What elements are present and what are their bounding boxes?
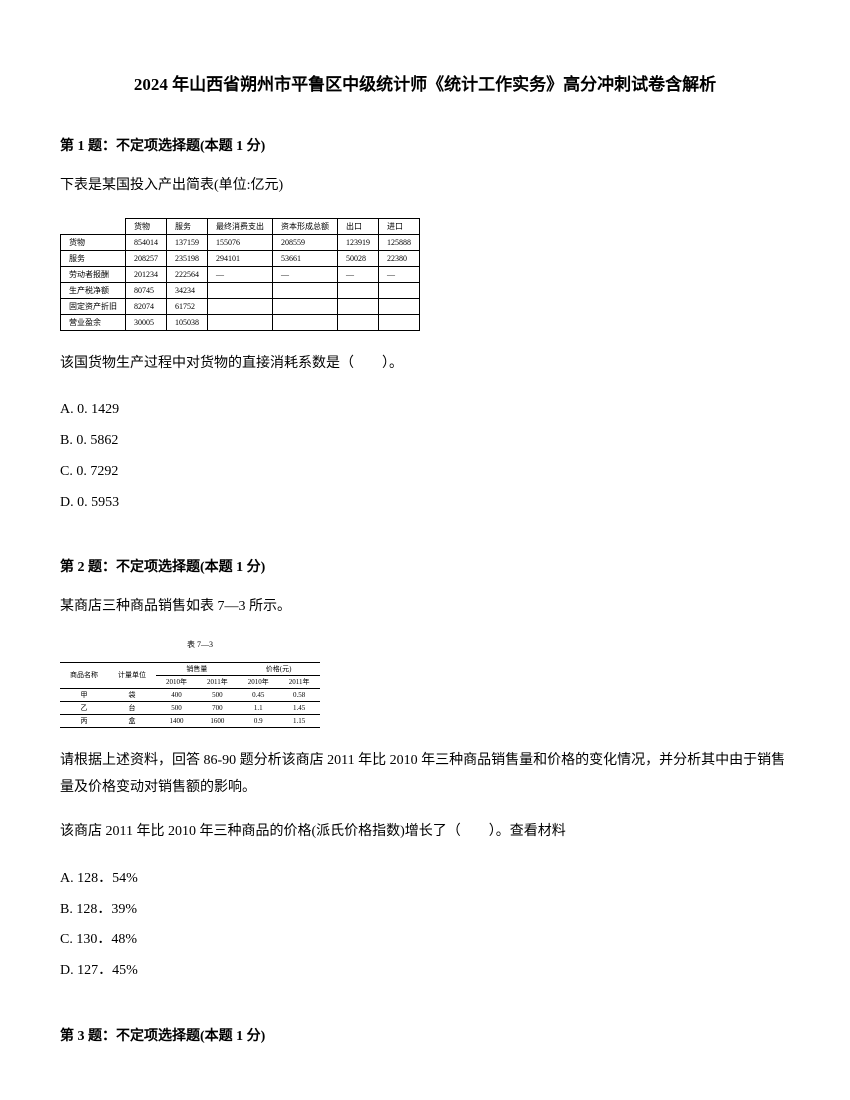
q1-intro: 下表是某国投入产出简表(单位:亿元) — [60, 173, 790, 200]
table-cell — [379, 314, 420, 330]
table-header: 资本形成总额 — [273, 218, 338, 234]
q2-intro: 某商店三种商品销售如表 7—3 所示。 — [60, 594, 790, 621]
table-cell: 0.58 — [279, 688, 320, 701]
q1-option-b: B. 0. 5862 — [60, 426, 790, 457]
q2-table-caption: 表 7—3 — [60, 639, 340, 650]
table-cell: — — [208, 266, 273, 282]
q2-option-d: D. 127．45% — [60, 956, 790, 987]
table-cell: 1.15 — [279, 714, 320, 727]
table-cell: 1400 — [156, 714, 197, 727]
table-cell: 854014 — [126, 234, 167, 250]
table-header: 商品名称 — [60, 662, 108, 688]
q2-question1: 请根据上述资料，回答 86-90 题分析该商店 2011 年比 2010 年三种… — [60, 748, 790, 801]
table-header: 计量单位 — [108, 662, 156, 688]
q2-header: 第 2 题：不定项选择题(本题 1 分) — [60, 556, 790, 576]
table-cell: 丙 — [60, 714, 108, 727]
table-cell: 82074 — [126, 298, 167, 314]
table-cell: 137159 — [167, 234, 208, 250]
table-cell — [208, 298, 273, 314]
table-cell: 30005 — [126, 314, 167, 330]
table-cell: 袋 — [108, 688, 156, 701]
table-cell: 61752 — [167, 298, 208, 314]
table-cell: 500 — [156, 701, 197, 714]
table-cell — [379, 282, 420, 298]
table-cell: 500 — [197, 688, 238, 701]
table-header: 2011年 — [279, 675, 320, 688]
document-title: 2024 年山西省朔州市平鲁区中级统计师《统计工作实务》高分冲刺试卷含解析 — [60, 70, 790, 95]
table-cell: 125888 — [379, 234, 420, 250]
q2-table: 商品名称 计量单位 销售量 价格(元) 2010年 2011年 2010年 20… — [60, 662, 320, 728]
table-cell — [273, 314, 338, 330]
table-header: 销售量 — [156, 662, 238, 675]
table-header: 出口 — [338, 218, 379, 234]
q2-option-b: B. 128．39% — [60, 895, 790, 926]
table-cell: 1.1 — [238, 701, 279, 714]
table-header — [61, 218, 126, 234]
q2-option-a: A. 128．54% — [60, 864, 790, 895]
table-cell: 固定资产折旧 — [61, 298, 126, 314]
table-cell: 50028 — [338, 250, 379, 266]
table-cell — [208, 314, 273, 330]
q3-header: 第 3 题：不定项选择题(本题 1 分) — [60, 1025, 790, 1045]
table-header: 货物 — [126, 218, 167, 234]
table-cell: 营业盈余 — [61, 314, 126, 330]
table-cell: 155076 — [208, 234, 273, 250]
q2-question2: 该商店 2011 年比 2010 年三种商品的价格(派氏价格指数)增长了（ ）。… — [60, 819, 790, 846]
table-cell: 甲 — [60, 688, 108, 701]
table-header: 2011年 — [197, 675, 238, 688]
table-cell: 生产税净额 — [61, 282, 126, 298]
table-cell: 1600 — [197, 714, 238, 727]
table-cell — [338, 298, 379, 314]
table-cell: 222564 — [167, 266, 208, 282]
table-cell: 235198 — [167, 250, 208, 266]
table-cell: 服务 — [61, 250, 126, 266]
table-cell: 22380 — [379, 250, 420, 266]
table-header: 2010年 — [238, 675, 279, 688]
table-cell — [338, 314, 379, 330]
table-header: 进口 — [379, 218, 420, 234]
table-cell — [273, 298, 338, 314]
table-cell: — — [379, 266, 420, 282]
table-cell — [379, 298, 420, 314]
table-cell: 208257 — [126, 250, 167, 266]
q1-table: 货物 服务 最终消费支出 资本形成总额 出口 进口 货物 854014 1371… — [60, 218, 420, 331]
table-cell: 123919 — [338, 234, 379, 250]
table-cell: 34234 — [167, 282, 208, 298]
table-header: 最终消费支出 — [208, 218, 273, 234]
table-cell: 货物 — [61, 234, 126, 250]
q2-table-container: 表 7—3 商品名称 计量单位 销售量 价格(元) 2010年 2011年 20… — [60, 639, 790, 728]
table-cell: 294101 — [208, 250, 273, 266]
table-cell: 105038 — [167, 314, 208, 330]
q1-option-c: C. 0. 7292 — [60, 457, 790, 488]
table-cell: 80745 — [126, 282, 167, 298]
table-header: 服务 — [167, 218, 208, 234]
table-cell: 208559 — [273, 234, 338, 250]
table-cell — [338, 282, 379, 298]
table-cell — [273, 282, 338, 298]
table-cell: 0.45 — [238, 688, 279, 701]
table-cell — [208, 282, 273, 298]
table-header: 2010年 — [156, 675, 197, 688]
table-cell: 400 — [156, 688, 197, 701]
q1-question: 该国货物生产过程中对货物的直接消耗系数是（ ）。 — [60, 351, 790, 378]
table-cell: 201234 — [126, 266, 167, 282]
table-cell: — — [273, 266, 338, 282]
table-cell: 盒 — [108, 714, 156, 727]
q1-option-a: A. 0. 1429 — [60, 395, 790, 426]
table-cell: 700 — [197, 701, 238, 714]
table-header: 价格(元) — [238, 662, 320, 675]
q2-option-c: C. 130．48% — [60, 925, 790, 956]
table-cell: 0.9 — [238, 714, 279, 727]
q1-option-d: D. 0. 5953 — [60, 488, 790, 519]
table-cell: 劳动者报酬 — [61, 266, 126, 282]
q1-table-container: 货物 服务 最终消费支出 资本形成总额 出口 进口 货物 854014 1371… — [60, 218, 790, 331]
table-cell: 1.45 — [279, 701, 320, 714]
table-cell: 乙 — [60, 701, 108, 714]
q1-header: 第 1 题：不定项选择题(本题 1 分) — [60, 135, 790, 155]
table-cell: 台 — [108, 701, 156, 714]
table-cell: — — [338, 266, 379, 282]
table-cell: 53661 — [273, 250, 338, 266]
